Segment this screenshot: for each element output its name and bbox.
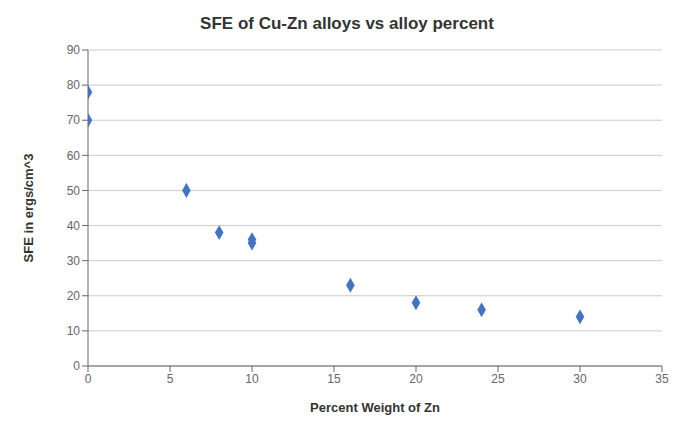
svg-text:15: 15 bbox=[327, 372, 341, 386]
svg-text:5: 5 bbox=[167, 372, 174, 386]
svg-text:30: 30 bbox=[67, 254, 81, 268]
svg-text:Percent Weight of Zn: Percent Weight of Zn bbox=[310, 400, 440, 415]
svg-text:0: 0 bbox=[73, 359, 80, 373]
svg-text:90: 90 bbox=[67, 43, 81, 57]
svg-text:10: 10 bbox=[67, 324, 81, 338]
svg-text:25: 25 bbox=[491, 372, 505, 386]
svg-text:60: 60 bbox=[67, 149, 81, 163]
html-text:SFE of Cu-Zn alloys vs alloy p: SFE of Cu-Zn alloys vs alloy percent bbox=[200, 14, 494, 33]
svg-text:80: 80 bbox=[67, 78, 81, 92]
svg-text:20: 20 bbox=[67, 289, 81, 303]
svg-text:70: 70 bbox=[67, 113, 81, 127]
svg-text:0: 0 bbox=[85, 372, 92, 386]
svg-text:35: 35 bbox=[655, 372, 669, 386]
svg-text:50: 50 bbox=[67, 184, 81, 198]
svg-text:30: 30 bbox=[573, 372, 587, 386]
svg-text:10: 10 bbox=[245, 372, 259, 386]
svg-text:SFE in ergs/cm^3: SFE in ergs/cm^3 bbox=[21, 154, 36, 263]
svg-text:40: 40 bbox=[67, 219, 81, 233]
svg-text:20: 20 bbox=[409, 372, 423, 386]
